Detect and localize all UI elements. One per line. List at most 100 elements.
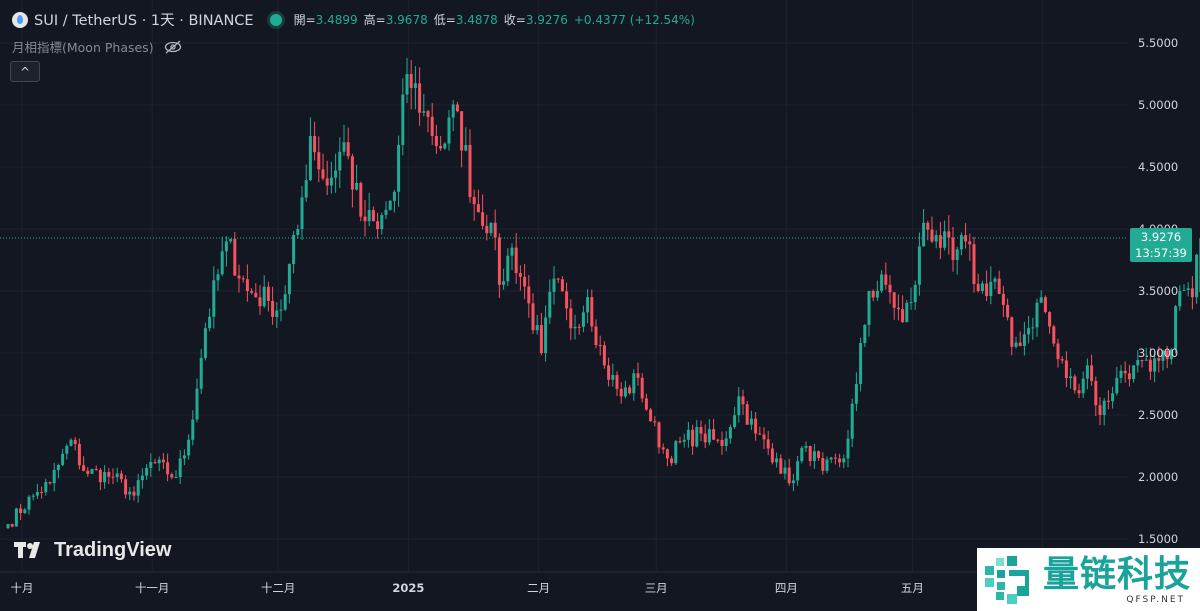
x-tick-label: 十二月 [261, 581, 296, 595]
candle-body [241, 278, 245, 280]
candle-body [1190, 288, 1194, 298]
candle-body [1153, 358, 1157, 372]
candle-body [947, 231, 951, 238]
candle-body [602, 345, 606, 366]
market-status-icon[interactable] [269, 13, 282, 26]
candle-body [812, 451, 816, 462]
candle-body [237, 275, 241, 279]
candle-body [951, 237, 955, 260]
candle-body [304, 180, 308, 198]
candle-body [976, 283, 980, 291]
candle-body [720, 439, 724, 446]
candle-body [1010, 317, 1014, 347]
candle-body [31, 495, 35, 497]
bar-countdown: 13:57:39 [1135, 246, 1187, 260]
sui-logo-icon [12, 11, 28, 28]
x-tick-label: 十月 [11, 581, 34, 595]
candle-body [943, 231, 947, 248]
candle-body [216, 274, 220, 281]
candle-body [611, 375, 615, 380]
candle-body [187, 439, 191, 456]
candle-body [678, 441, 682, 443]
candle-body [552, 278, 556, 292]
candle-body [90, 468, 94, 474]
candle-body [149, 462, 153, 468]
candle-body [850, 403, 854, 439]
candle-body [808, 446, 812, 462]
ohlc-values: 開= 3.4899 高= 3.9678 低= 3.4878 收= 3.9276 +0.4… [294, 11, 695, 28]
candle-body [300, 197, 304, 229]
candle-body [1027, 328, 1031, 335]
candle-body [464, 145, 468, 151]
tradingview-logo[interactable]: TradingView [14, 539, 171, 562]
candle-body [342, 142, 346, 152]
candle-body [783, 467, 787, 474]
candle-body [917, 246, 921, 285]
candle-body [980, 283, 984, 291]
candle-body [132, 491, 136, 496]
candle-body [98, 469, 102, 483]
collapse-legend-button[interactable]: ^ [10, 61, 40, 82]
candle-body [413, 83, 417, 88]
candle-body [1077, 390, 1081, 394]
candle-body [266, 286, 270, 301]
candle-body [271, 300, 275, 317]
candle-body [233, 238, 237, 276]
candle-body [1195, 254, 1199, 298]
chart-grid [0, 0, 1200, 573]
symbol-title[interactable]: SUI / TetherUS · 1天 · BINANCE [34, 13, 254, 29]
candle-body [787, 467, 791, 484]
candle-body [560, 279, 564, 292]
candle-body [527, 286, 531, 304]
candle-body [1064, 360, 1068, 379]
candle-body [594, 326, 598, 346]
candle-body [174, 477, 178, 478]
candle-body [569, 308, 573, 329]
candle-body [317, 152, 321, 170]
candle-body [128, 491, 132, 495]
candle-body [531, 303, 535, 331]
x-tick-label: 五月 [901, 581, 924, 595]
price-axis[interactable]: 1.50002.00002.50003.00003.50004.00004.50… [1138, 36, 1178, 546]
candle-body [103, 472, 107, 483]
candle-body [199, 357, 203, 389]
candle-body [212, 280, 216, 317]
candle-body [770, 448, 774, 463]
candle-body [439, 146, 443, 149]
candle-body [203, 328, 207, 358]
candle-body [577, 326, 581, 328]
candle-body [615, 375, 619, 389]
candle-body [598, 345, 602, 347]
candle-body [1039, 297, 1043, 303]
eye-hidden-icon[interactable] [164, 40, 182, 54]
candle-body [397, 144, 401, 192]
candle-body [460, 111, 464, 151]
candle-body [1081, 378, 1085, 394]
candle-body [1102, 400, 1106, 415]
candle-body [224, 241, 228, 252]
candle-body [682, 439, 686, 442]
open-value: 3.4899 [315, 13, 358, 27]
candle-body [758, 433, 762, 435]
candle-body [392, 191, 396, 201]
candle-body [791, 480, 795, 484]
candle-body [565, 291, 569, 309]
candle-body [1073, 376, 1077, 391]
candle-body [997, 278, 1001, 294]
x-tick-label: 二月 [527, 581, 550, 595]
candle-body [607, 365, 611, 380]
candlestick-series [6, 58, 1200, 530]
candle-body [724, 438, 728, 446]
y-tick-label: 5.0000 [1138, 98, 1178, 112]
candle-body [1115, 377, 1119, 394]
time-axis[interactable]: 十月十一月十二月2025二月三月四月五月六月 [11, 581, 1055, 595]
candle-body [863, 324, 867, 344]
candle-body [1161, 350, 1165, 361]
candle-body [422, 111, 426, 113]
candle-body [346, 142, 350, 157]
indicator-row[interactable]: 月相指標(Moon Phases) [12, 37, 182, 56]
candle-body [161, 459, 165, 463]
candle-body [493, 222, 497, 238]
candle-body [644, 398, 648, 410]
